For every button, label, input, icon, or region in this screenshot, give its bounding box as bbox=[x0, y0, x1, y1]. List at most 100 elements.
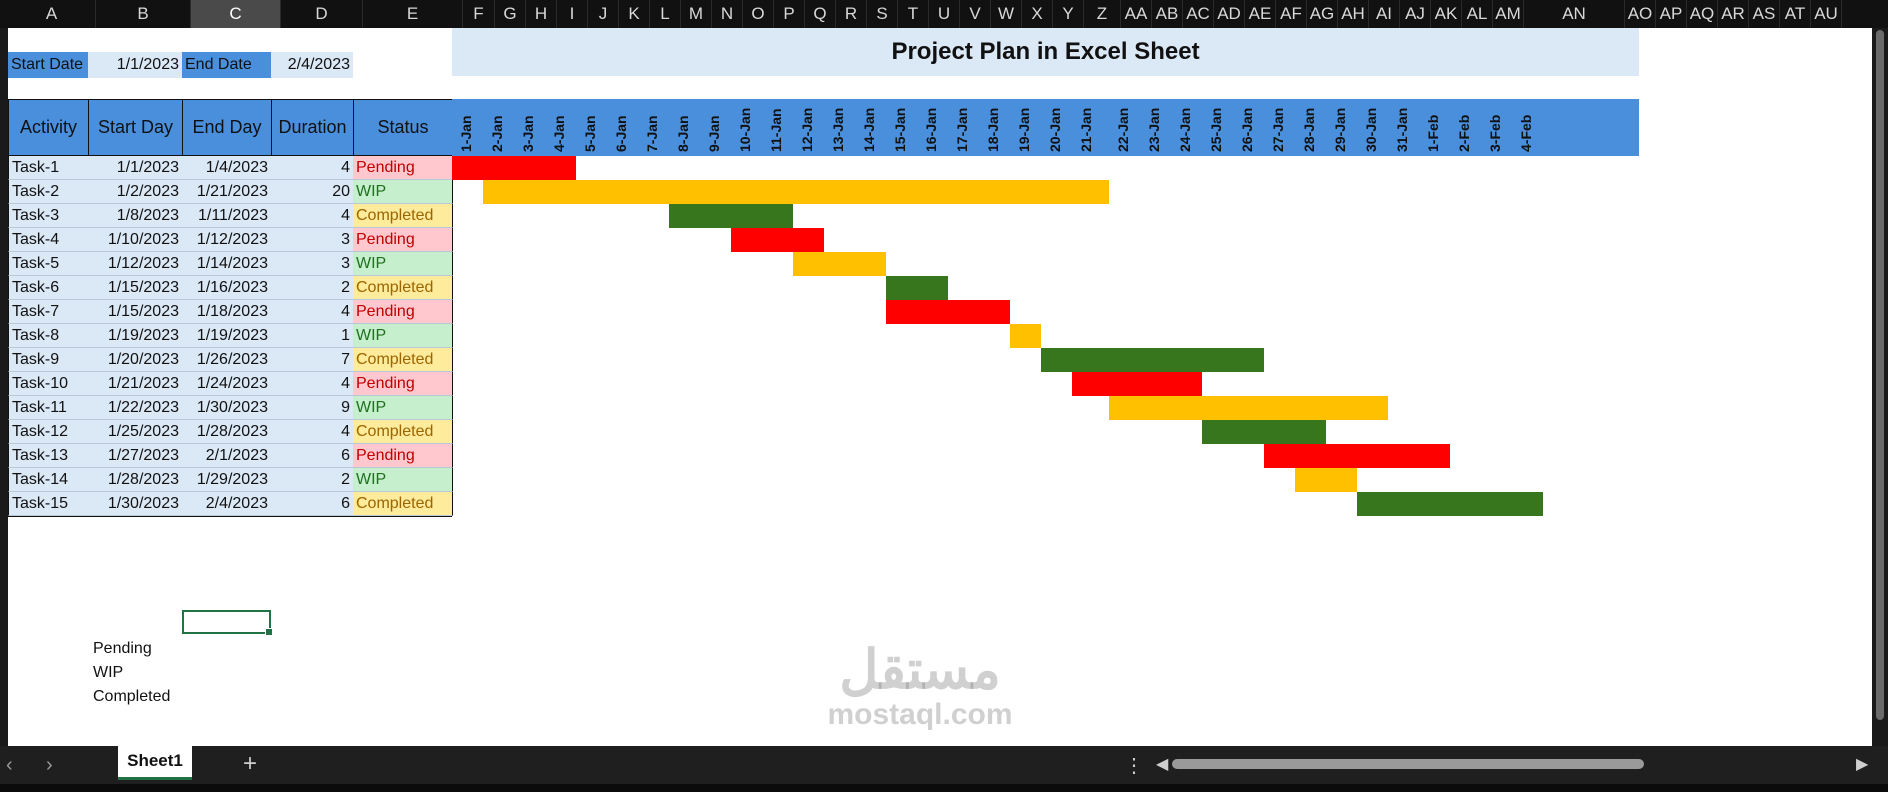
header-duration[interactable]: Duration bbox=[271, 99, 354, 156]
header-end-day[interactable]: End Day bbox=[182, 99, 272, 156]
task-11-start-cell[interactable]: 1/22/2023 bbox=[88, 396, 183, 420]
task-15-status-cell[interactable]: Completed bbox=[353, 492, 453, 516]
task-8-status-cell[interactable]: WIP bbox=[353, 324, 453, 348]
task-4-status-cell[interactable]: Pending bbox=[353, 228, 453, 252]
column-header-ai[interactable]: AI bbox=[1369, 0, 1400, 28]
task-14-status-cell[interactable]: WIP bbox=[353, 468, 453, 492]
fill-handle[interactable] bbox=[265, 628, 273, 636]
timeline-day-1-jan[interactable]: 1-Jan bbox=[458, 115, 474, 152]
task-5-end-cell[interactable]: 1/14/2023 bbox=[182, 252, 272, 276]
column-header-l[interactable]: L bbox=[650, 0, 681, 28]
task-6-end-cell[interactable]: 1/16/2023 bbox=[182, 276, 272, 300]
column-header-b[interactable]: B bbox=[96, 0, 191, 28]
column-header-o[interactable]: O bbox=[743, 0, 774, 28]
task-6-duration-cell[interactable]: 2 bbox=[271, 276, 354, 300]
vertical-scroll-thumb[interactable] bbox=[1876, 30, 1884, 720]
timeline-day-22-jan[interactable]: 22-Jan bbox=[1115, 107, 1131, 152]
task-11-duration-cell[interactable]: 9 bbox=[271, 396, 354, 420]
timeline-day-7-jan[interactable]: 7-Jan bbox=[644, 115, 660, 152]
timeline-day-25-jan[interactable]: 25-Jan bbox=[1208, 107, 1224, 152]
task-14-end-cell[interactable]: 1/29/2023 bbox=[182, 468, 272, 492]
column-header-g[interactable]: G bbox=[495, 0, 526, 28]
timeline-day-13-jan[interactable]: 13-Jan bbox=[830, 107, 846, 152]
task-7-end-cell[interactable]: 1/18/2023 bbox=[182, 300, 272, 324]
column-header-j[interactable]: J bbox=[588, 0, 619, 28]
column-header-k[interactable]: K bbox=[619, 0, 650, 28]
column-header-aj[interactable]: AJ bbox=[1400, 0, 1431, 28]
column-header-a[interactable]: A bbox=[8, 0, 96, 28]
task-1-activity-cell[interactable]: Task-1 bbox=[8, 156, 89, 180]
legend-pending[interactable]: Pending bbox=[93, 640, 152, 657]
task-3-status-cell[interactable]: Completed bbox=[353, 204, 453, 228]
column-header-ah[interactable]: AH bbox=[1338, 0, 1369, 28]
task-13-end-cell[interactable]: 2/1/2023 bbox=[182, 444, 272, 468]
task-13-activity-cell[interactable]: Task-13 bbox=[8, 444, 89, 468]
task-13-duration-cell[interactable]: 6 bbox=[271, 444, 354, 468]
timeline-day-24-jan[interactable]: 24-Jan bbox=[1177, 107, 1193, 152]
task-7-duration-cell[interactable]: 4 bbox=[271, 300, 354, 324]
task-6-activity-cell[interactable]: Task-6 bbox=[8, 276, 89, 300]
project-title[interactable]: Project Plan in Excel Sheet bbox=[452, 28, 1639, 76]
column-header-ak[interactable]: AK bbox=[1431, 0, 1462, 28]
legend-completed[interactable]: Completed bbox=[93, 688, 171, 705]
timeline-day-15-jan[interactable]: 15-Jan bbox=[892, 107, 908, 152]
timeline-day-23-jan[interactable]: 23-Jan bbox=[1146, 107, 1162, 152]
end-date-value[interactable]: 2/4/2023 bbox=[271, 52, 353, 78]
timeline-day-21-jan[interactable]: 21-Jan bbox=[1078, 107, 1094, 152]
column-header-ab[interactable]: AB bbox=[1152, 0, 1183, 28]
task-8-duration-cell[interactable]: 1 bbox=[271, 324, 354, 348]
timeline-day-4-feb[interactable]: 4-Feb bbox=[1518, 114, 1534, 152]
active-cell-selection[interactable] bbox=[182, 610, 273, 636]
task-7-activity-cell[interactable]: Task-7 bbox=[8, 300, 89, 324]
column-header-m[interactable]: M bbox=[681, 0, 712, 28]
timeline-day-8-jan[interactable]: 8-Jan bbox=[675, 115, 691, 152]
worksheet-grid[interactable]: Start Date 1/1/2023 End Date 2/4/2023 Pr… bbox=[8, 28, 1872, 746]
task-9-duration-cell[interactable]: 7 bbox=[271, 348, 354, 372]
next-sheet-icon[interactable]: › bbox=[46, 754, 53, 776]
task-12-activity-cell[interactable]: Task-12 bbox=[8, 420, 89, 444]
timeline-day-2-jan[interactable]: 2-Jan bbox=[489, 115, 505, 152]
column-header-e[interactable]: E bbox=[363, 0, 463, 28]
task-10-end-cell[interactable]: 1/24/2023 bbox=[182, 372, 272, 396]
column-header-aq[interactable]: AQ bbox=[1687, 0, 1718, 28]
timeline-day-30-jan[interactable]: 30-Jan bbox=[1363, 107, 1379, 152]
task-1-duration-cell[interactable]: 4 bbox=[271, 156, 354, 180]
timeline-day-16-jan[interactable]: 16-Jan bbox=[923, 107, 939, 152]
more-options-icon[interactable]: ⋮ bbox=[1124, 755, 1144, 777]
header-activity[interactable]: Activity bbox=[8, 99, 89, 156]
task-14-activity-cell[interactable]: Task-14 bbox=[8, 468, 89, 492]
task-7-status-cell[interactable]: Pending bbox=[353, 300, 453, 324]
timeline-day-5-jan[interactable]: 5-Jan bbox=[582, 115, 598, 152]
column-header-f[interactable]: F bbox=[463, 0, 495, 28]
start-date-label[interactable]: Start Date bbox=[8, 52, 88, 78]
task-4-start-cell[interactable]: 1/10/2023 bbox=[88, 228, 183, 252]
task-10-start-cell[interactable]: 1/21/2023 bbox=[88, 372, 183, 396]
task-15-duration-cell[interactable]: 6 bbox=[271, 492, 354, 516]
task-5-activity-cell[interactable]: Task-5 bbox=[8, 252, 89, 276]
task-3-end-cell[interactable]: 1/11/2023 bbox=[182, 204, 272, 228]
task-1-end-cell[interactable]: 1/4/2023 bbox=[182, 156, 272, 180]
timeline-day-18-jan[interactable]: 18-Jan bbox=[985, 107, 1001, 152]
column-header-au[interactable]: AU bbox=[1811, 0, 1842, 28]
column-header-am[interactable]: AM bbox=[1493, 0, 1524, 28]
column-header-ad[interactable]: AD bbox=[1214, 0, 1245, 28]
task-7-start-cell[interactable]: 1/15/2023 bbox=[88, 300, 183, 324]
timeline-day-2-feb[interactable]: 2-Feb bbox=[1456, 114, 1472, 152]
task-2-activity-cell[interactable]: Task-2 bbox=[8, 180, 89, 204]
task-6-status-cell[interactable]: Completed bbox=[353, 276, 453, 300]
task-1-status-cell[interactable]: Pending bbox=[353, 156, 453, 180]
timeline-day-27-jan[interactable]: 27-Jan bbox=[1270, 107, 1286, 152]
column-header-n[interactable]: N bbox=[712, 0, 743, 28]
column-header-r[interactable]: R bbox=[836, 0, 867, 28]
task-13-start-cell[interactable]: 1/27/2023 bbox=[88, 444, 183, 468]
timeline-day-1-feb[interactable]: 1-Feb bbox=[1425, 114, 1441, 152]
task-10-activity-cell[interactable]: Task-10 bbox=[8, 372, 89, 396]
task-9-activity-cell[interactable]: Task-9 bbox=[8, 348, 89, 372]
column-header-u[interactable]: U bbox=[929, 0, 960, 28]
vertical-scrollbar[interactable] bbox=[1872, 28, 1888, 746]
task-13-status-cell[interactable]: Pending bbox=[353, 444, 453, 468]
column-header-al[interactable]: AL bbox=[1462, 0, 1493, 28]
horizontal-scroll-thumb[interactable] bbox=[1172, 759, 1644, 769]
task-12-start-cell[interactable]: 1/25/2023 bbox=[88, 420, 183, 444]
column-header-af[interactable]: AF bbox=[1276, 0, 1307, 28]
